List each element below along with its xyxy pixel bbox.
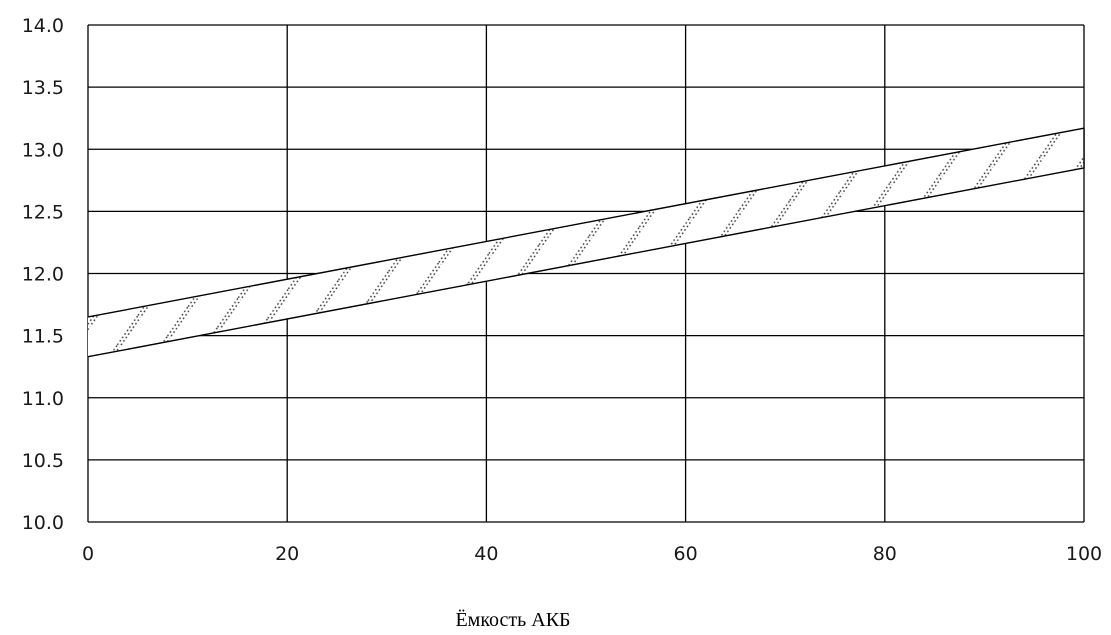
x-tick-label: 20 [275,543,299,565]
y-tick-label: 12.0 [22,264,64,286]
grid-lines [87,24,1085,523]
y-axis-ticks: 10.0 10.5 11.0 11.5 12.0 12.5 13.0 13.5 14.0 [22,15,64,534]
y-tick-label: 10.5 [22,450,64,472]
band-hatch-fill [88,128,1084,357]
x-tick-label: 0 [82,543,94,565]
band-upper-line [87,127,1085,318]
y-tick-label: 13.0 [22,139,64,161]
x-tick-label: 80 [873,543,897,565]
y-tick-label: 13.5 [22,77,64,99]
x-axis-label: Ёмкость АКБ [455,608,570,631]
x-tick-label: 40 [474,543,498,565]
voltage-band [87,127,1085,358]
x-axis-ticks: 0 20 40 60 80 100 [82,543,1102,565]
x-tick-label: 60 [674,543,698,565]
y-tick-label: 14.0 [22,15,64,37]
band-lower-line [87,167,1085,358]
y-tick-label: 11.0 [22,388,64,410]
y-tick-label: 10.0 [22,512,64,534]
x-tick-label: 100 [1066,543,1102,565]
y-tick-label: 11.5 [22,326,64,348]
y-tick-label: 12.5 [22,201,64,223]
